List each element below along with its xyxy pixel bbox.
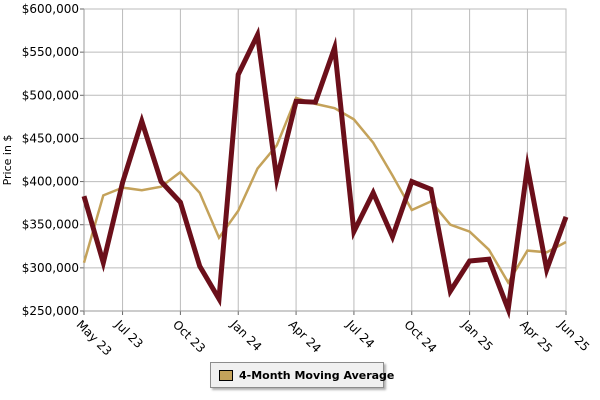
y-axis-title: Price in $ [1, 135, 14, 186]
series-lines [81, 26, 569, 320]
legend-label-moving-average: 4-Month Moving Average [239, 368, 395, 382]
x-tick-label: Oct 23 [170, 317, 208, 355]
y-tick-label: $250,000 [22, 304, 79, 318]
x-tick-label: Jan 25 [459, 317, 496, 354]
legend-swatch-moving-average [219, 369, 233, 381]
y-tick-label: $500,000 [22, 88, 79, 102]
x-tick-label: Apr 25 [517, 317, 555, 355]
price-series-line [81, 26, 569, 320]
x-tick-label: Oct 24 [401, 317, 439, 355]
y-tick-label: $350,000 [22, 218, 79, 232]
x-tick-label: Jul 24 [343, 317, 377, 351]
x-tick-label: Jul 23 [112, 317, 146, 351]
x-tick-label: May 23 [74, 317, 115, 358]
y-tick-label: $400,000 [22, 175, 79, 189]
x-tick-label: Jan 24 [227, 317, 264, 354]
y-tick-label: $550,000 [22, 45, 79, 59]
y-tick-label: $300,000 [22, 261, 79, 275]
x-tick-label: Apr 24 [286, 317, 324, 355]
y-tick-label: $600,000 [22, 2, 79, 16]
y-tick-label: $450,000 [22, 131, 79, 145]
x-tick-label: Jun 25 [555, 317, 592, 354]
legend: 4-Month Moving Average [210, 362, 394, 388]
